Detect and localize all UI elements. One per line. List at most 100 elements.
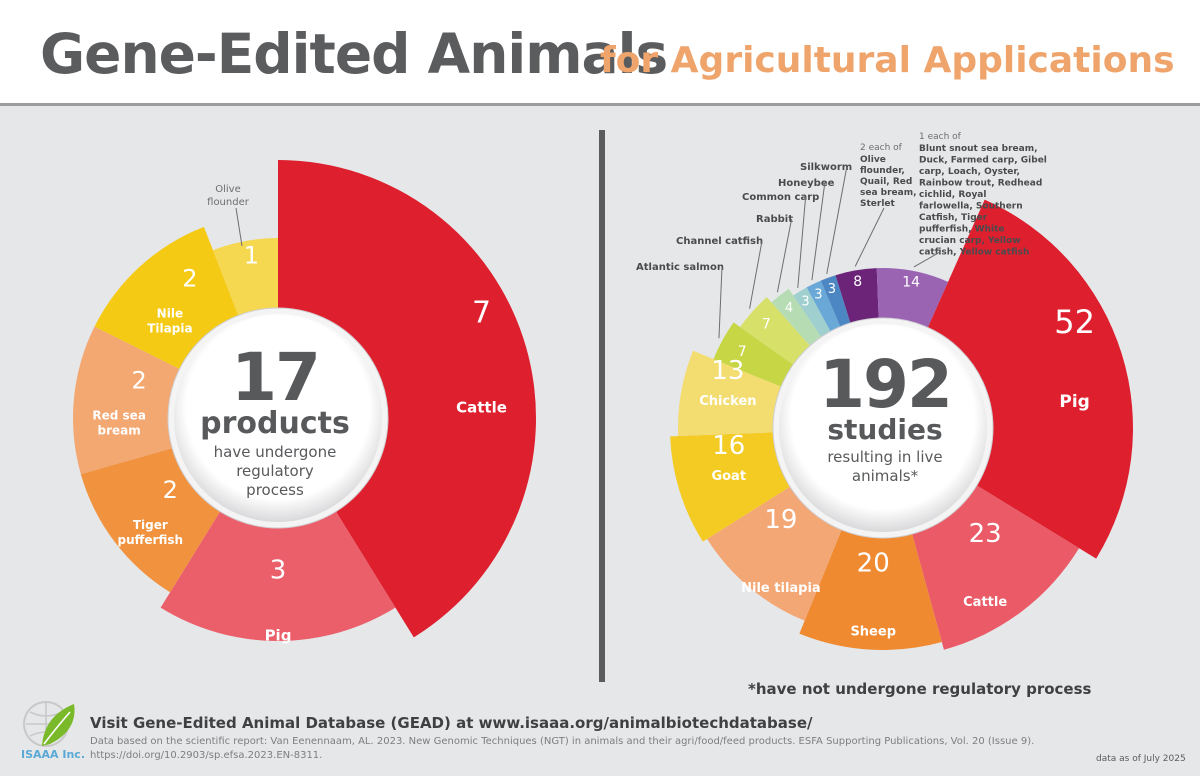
studies-cattle-value: 23 [969,519,1002,549]
divider [599,130,605,682]
studies-channel-catfish-label: Channel catfish [676,236,763,247]
studies-caption: resulting in live animals* [827,448,943,485]
studies-center-label: 192 studies resulting in live animals* [795,352,975,486]
studies-slice-nile-tilapia [707,486,842,621]
studies-1-each-of-detail: Blunt snout sea bream, [919,144,1038,154]
studies-atlantic-salmon-label: Atlantic salmon [636,262,724,273]
studies-sheep-value: 20 [857,549,890,579]
studies-word: studies [827,413,943,446]
studies-rabbit-label: Rabbit [756,214,793,225]
studies-slice-1-each-of [876,268,949,328]
products-pig-value: 3 [270,556,287,586]
products-nile-tilapia-value: 2 [182,265,197,293]
studies-1-each-of-detail: cichlid, Royal [919,190,986,200]
source-line-2[interactable]: https://doi.org/10.2903/sp.efsa.2023.EN-… [90,750,323,761]
studies-slice-cattle [912,485,1080,650]
products-red-sea-bream-label: Red sea [92,408,146,422]
studies-nile-tilapia-value: 19 [764,505,797,535]
products-red-sea-bream-value: 2 [132,366,147,394]
studies-1-each-of-detail: Duck, Farmed carp, Gibel [919,156,1047,166]
studies-slice-sheep [799,529,942,650]
studies-channel-catfish-value: 7 [762,317,771,333]
studies-goat-value: 16 [712,431,745,461]
studies-chicken-label: Chicken [699,394,756,409]
studies-2-each-of-value: 8 [853,274,862,290]
studies-rabbit-leader [776,218,793,293]
studies-total: 192 [819,346,953,423]
studies-slice-honeybee [806,280,841,332]
studies-slice-common-carp [793,287,831,337]
studies-2-each-of-label: 2 each of [860,143,903,153]
studies-1-each-of-detail: catfish, Yellow catfish [919,248,1029,258]
studies-center-disc [779,324,987,532]
studies-2-each-of-detail: Quail, Red [860,177,912,187]
products-word: products [200,406,350,441]
studies-slice-channel-catfish [740,297,810,365]
studies-silkworm-label: Silkworm [800,162,852,173]
header: Gene-Edited Animals for Agricultural App… [0,0,1200,103]
products-pig-label: Pig [265,627,292,645]
studies-common-carp-value: 3 [801,295,809,310]
studies-slice-silkworm [820,275,851,327]
studies-sheep-label: Sheep [850,625,896,640]
studies-2-each-of-detail: flounder, [860,166,905,176]
studies-honeybee-leader [811,182,826,281]
products-nile-tilapia-label: Tilapia [147,322,192,336]
products-tiger-pufferfish-label: pufferfish [118,533,184,547]
studies-2-each-of-detail: Olive [860,155,886,165]
studies-1-each-of-value: 14 [902,275,920,291]
products-tiger-pufferfish-label: Tiger [133,518,168,532]
studies-nile-tilapia-label: Nile tilapia [741,581,821,596]
studies-slice-2-each-of [835,268,879,323]
products-olive-flounder-leader [235,207,243,247]
products-center-disc [174,314,382,522]
studies-1-each-of-label: 1 each of [919,132,962,142]
studies-channel-catfish-leader [749,240,763,309]
studies-1-each-of-detail: pufferfish, White [919,225,1005,235]
studies-pig-value: 52 [1054,303,1095,341]
products-center-label: 17 products have undergone regulatory pr… [190,345,360,499]
studies-2-each-of-detail: Sterlet [860,199,896,209]
footnote: *have not undergone regulatory process [748,680,1092,698]
database-link[interactable]: Visit Gene-Edited Animal Database (GEAD)… [90,714,813,732]
studies-chicken-value: 13 [711,356,744,386]
products-slice-red-sea-bream [73,326,180,475]
studies-atlantic-salmon-leader [718,266,723,339]
products-tiger-pufferfish-value: 2 [163,476,178,504]
studies-silkworm-value: 3 [828,282,836,297]
studies-slice-pig [927,199,1133,559]
isaaa-logo [23,701,75,747]
products-olive-flounder-label: flounder [207,197,250,208]
studies-2-each-of-leader [854,207,885,267]
products-slice-tiger-pufferfish [80,448,221,593]
products-red-sea-bream-label: bream [98,423,141,437]
data-date: data as of July 2025 [1096,754,1186,764]
page-subtitle: for Agricultural Applications [600,40,1175,81]
products-caption: have undergone regulatory process [213,443,337,499]
products-cattle-label: Cattle [456,398,507,416]
page-title: Gene-Edited Animals [40,22,668,86]
studies-slice-goat [670,432,790,542]
products-total: 17 [231,339,321,416]
studies-common-carp-label: Common carp [742,192,819,203]
studies-atlantic-salmon-value: 7 [738,344,747,360]
studies-slice-rabbit [771,288,822,346]
studies-1-each-of-leader [913,251,941,268]
studies-honeybee-label: Honeybee [778,178,835,189]
products-cattle-value: 7 [472,295,491,330]
studies-honeybee-value: 3 [814,288,822,303]
studies-1-each-of-detail: Rainbow trout, Redhead [919,179,1042,189]
studies-1-each-of-detail: Catfish, Tiger [919,213,988,223]
studies-slice-chicken [677,350,782,437]
studies-1-each-of-detail: crucian carp, Yellow [919,236,1021,246]
studies-silkworm-leader [826,166,848,275]
products-olive-flounder-label: Olive [215,184,241,195]
logo-text: ISAAA Inc. [21,748,86,761]
products-olive-flounder-value: 1 [244,241,259,269]
products-slice-pig [160,511,396,642]
studies-goat-label: Goat [711,469,746,484]
studies-cattle-label: Cattle [963,595,1007,610]
studies-slice-atlantic-salmon [713,322,794,387]
products-slice-olive-flounder [212,238,278,316]
